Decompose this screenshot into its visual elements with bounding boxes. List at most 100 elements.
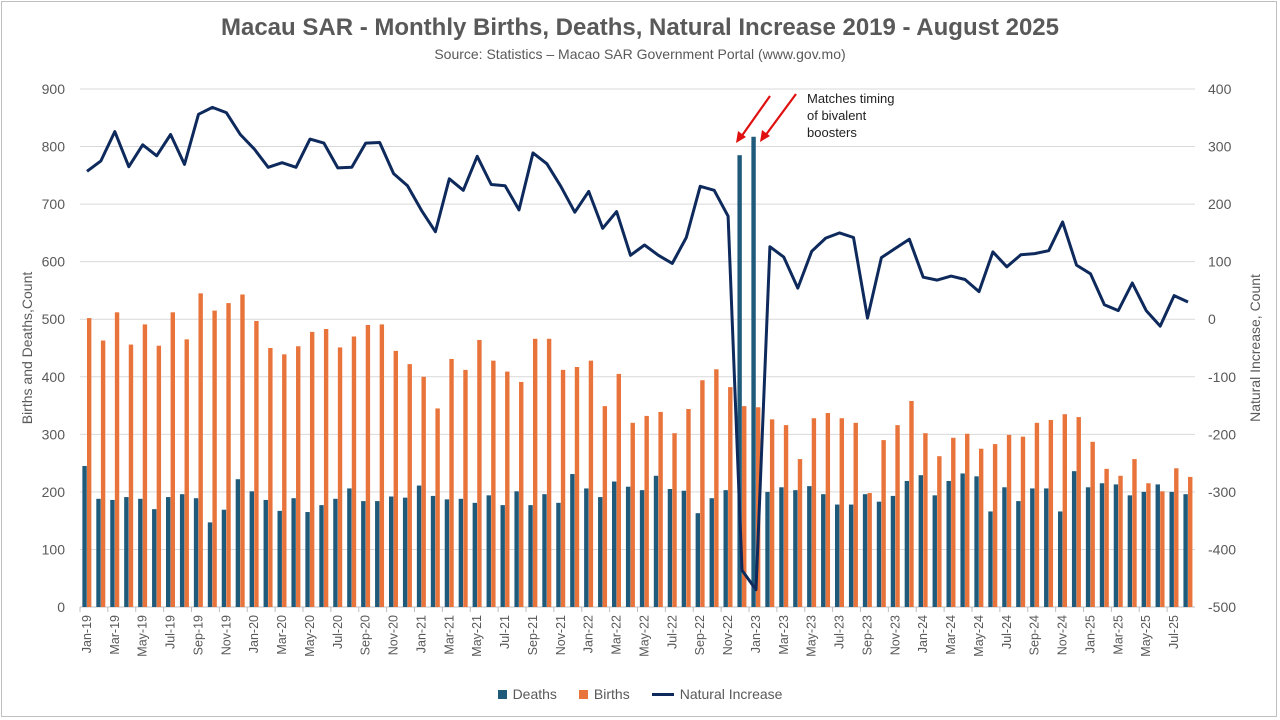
legend-item-births[interactable]: Births [578,686,630,702]
x-tick-label: Sep-24 [1028,615,1042,655]
births-bar [282,354,287,607]
births-bar [602,406,608,607]
y2-tick-label: -500 [1208,599,1236,615]
deaths-bar [1141,491,1147,607]
annotation-line: of bivalent [807,108,867,123]
y2-tick-label: -100 [1208,369,1236,385]
births-bar [463,369,468,607]
x-tick-label: May-19 [136,615,150,657]
births-bar [407,364,412,607]
deaths-bar [361,501,366,607]
x-tick-label: Jul-22 [665,615,679,649]
deaths-bar [625,486,631,607]
y-tick-label: 200 [42,484,66,500]
deaths-bar [193,498,199,607]
x-tick-label: Jan-21 [414,615,428,653]
deaths-bar [1169,491,1174,607]
deaths-bar [1183,494,1188,607]
births-bar [658,411,663,607]
births-bar [1160,491,1165,607]
x-tick-label: Jul-23 [833,615,847,649]
x-tick-label: Jan-22 [582,615,596,653]
births-bar [853,422,858,607]
births-bar [393,350,398,607]
births-bar [825,413,831,607]
arrow-jan-23 [764,93,797,137]
births-bar [742,406,747,607]
chart-title: Macau SAR - Monthly Births, Deaths, Natu… [220,14,1060,41]
deaths-bar [653,475,659,607]
legend-label: Births [593,686,630,702]
chart-subtitle: Source: Statistics – Macao SAR Governmen… [434,46,846,62]
births-bar [379,324,385,607]
x-tick-label: Mar-25 [1111,615,1125,655]
y2-axis-title: Natural Increase, Count [1247,274,1263,422]
deaths-bar [138,498,143,607]
annotation-note: Matches timing of bivalent boosters [807,90,927,141]
deaths-bar [974,476,979,607]
deaths-bar [500,505,505,607]
births-bar [1062,414,1067,607]
x-tick-label: Jan-19 [80,615,94,653]
deaths-bar [402,497,408,607]
births-bar [184,339,189,607]
births-swatch [578,689,588,699]
births-bar [212,310,217,607]
births-bar [574,366,580,607]
births-bar [449,358,454,607]
x-tick-label: Sep-23 [860,615,874,655]
deaths-bar [932,495,937,607]
deaths-bar [542,494,547,607]
deaths-bar [221,509,227,607]
y-tick-label: 600 [42,254,66,270]
births-bar [644,415,649,607]
x-tick-label: Jul-25 [1167,615,1181,649]
births-bar [728,387,733,607]
deaths-bar [611,481,617,607]
deaths-bar [807,486,812,607]
births-bar [588,360,594,607]
births-bar [1006,434,1012,607]
deaths-bar [1085,487,1091,607]
x-tick-label: Jan-23 [749,615,763,653]
legend-item-deaths[interactable]: Deaths [497,686,557,702]
deaths-bar [667,489,673,607]
births-bar [156,345,162,607]
deaths-bar [737,155,742,607]
deaths-bar [960,473,965,607]
births-bar [198,293,203,607]
x-tick-label: Mar-24 [944,615,958,655]
births-bar [783,425,789,607]
births-bar [435,408,440,607]
deaths-bar [235,479,241,607]
births-bar [1048,419,1054,607]
births-bar [351,336,357,607]
deaths-bar [319,505,324,607]
deaths-bar [486,495,491,607]
deaths-bar [848,504,854,607]
deaths-bar [834,504,840,607]
births-bar [867,493,872,607]
legend-item-natural-increase[interactable]: Natural Increase [651,686,782,702]
deaths-bar [165,497,171,607]
annotation-arrows [736,93,797,143]
deaths-bar [375,501,380,607]
births-bar [616,373,621,607]
deaths-bar [862,494,868,607]
x-tick-label: Mar-20 [275,615,289,655]
births-bar [1090,441,1095,607]
deaths-bar [821,494,826,607]
y-tick-label: 800 [42,139,66,155]
deaths-bar [124,497,129,607]
births-bar [672,433,677,607]
deaths-bar [1099,483,1105,607]
births-bar [268,348,273,607]
deaths-bar [388,496,394,607]
x-tick-label: Nov-20 [387,615,401,655]
y2-tick-label: 300 [1208,139,1232,155]
births-bar [560,369,566,607]
births-bar [309,331,315,607]
deaths-bar [152,509,157,607]
x-tick-label: Jan-20 [247,615,261,653]
legend: Deaths Births Natural Increase [0,686,1280,702]
